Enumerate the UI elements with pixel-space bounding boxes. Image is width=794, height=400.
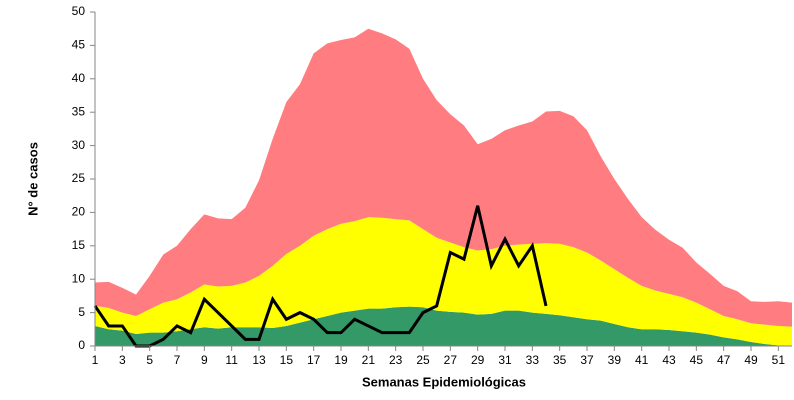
x-tick-label: 33 bbox=[526, 353, 540, 367]
x-tick-label: 11 bbox=[225, 353, 238, 367]
x-tick-label: 23 bbox=[389, 353, 403, 367]
y-tick-label: 30 bbox=[72, 138, 86, 152]
x-tick-label: 13 bbox=[252, 353, 266, 367]
x-tick-label: 29 bbox=[471, 353, 485, 367]
x-tick-label: 17 bbox=[307, 353, 321, 367]
x-tick-label: 51 bbox=[772, 353, 786, 367]
x-tick-label: 21 bbox=[362, 353, 376, 367]
y-tick-label: 45 bbox=[72, 38, 86, 52]
y-tick-label: 40 bbox=[72, 71, 86, 85]
x-tick-label: 35 bbox=[553, 353, 567, 367]
y-tick-label: 0 bbox=[78, 338, 85, 352]
y-tick-label: 25 bbox=[72, 171, 86, 185]
x-tick-label: 37 bbox=[580, 353, 594, 367]
x-tick-label: 15 bbox=[280, 353, 294, 367]
x-tick-label: 9 bbox=[201, 353, 208, 367]
x-tick-label: 25 bbox=[416, 353, 430, 367]
y-axis-label: N° de casos bbox=[25, 142, 40, 216]
area bbox=[95, 306, 792, 346]
y-tick-label: 35 bbox=[72, 104, 86, 118]
x-tick-label: 47 bbox=[717, 353, 731, 367]
x-tick-label: 5 bbox=[146, 353, 153, 367]
x-tick-label: 19 bbox=[334, 353, 348, 367]
x-tick-label: 45 bbox=[690, 353, 704, 367]
y-tick-label: 20 bbox=[72, 205, 86, 219]
y-tick-label: 5 bbox=[78, 305, 85, 319]
y-tick-label: 50 bbox=[72, 4, 86, 18]
x-tick-label: 27 bbox=[444, 353, 458, 367]
area bbox=[95, 28, 792, 327]
y-tick-label: 10 bbox=[72, 271, 86, 285]
x-tick-label: 7 bbox=[174, 353, 181, 367]
x-tick-label: 49 bbox=[744, 353, 758, 367]
x-tick-label: 31 bbox=[498, 353, 512, 367]
x-tick-label: 1 bbox=[92, 353, 99, 367]
y-tick-label: 15 bbox=[72, 238, 86, 252]
x-tick-label: 3 bbox=[119, 353, 126, 367]
x-tick-label: 39 bbox=[608, 353, 622, 367]
x-axis-label: Semanas Epidemiológicas bbox=[362, 374, 526, 389]
x-tick-label: 43 bbox=[662, 353, 676, 367]
line bbox=[93, 205, 548, 348]
x-tick-label: 41 bbox=[635, 353, 649, 367]
